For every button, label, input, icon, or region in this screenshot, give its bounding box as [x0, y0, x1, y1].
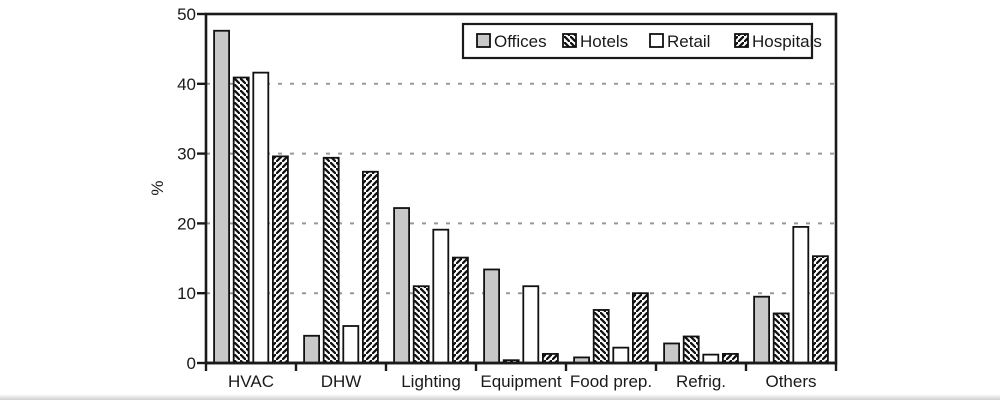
legend-label-offices: Offices [494, 32, 547, 51]
bar-offices-refrig [663, 342, 680, 364]
category-label-hvac: HVAC [228, 372, 274, 391]
category-label-food-prep: Food prep. [570, 372, 652, 391]
y-tick-label-30: 30 [177, 145, 196, 164]
category-label-dhw: DHW [321, 372, 362, 391]
bar-hotels-refrig [682, 335, 700, 364]
category-label-equipment: Equipment [480, 372, 562, 391]
bar-hotels-hvac [232, 76, 250, 364]
legend-swatch-hospitals [734, 33, 749, 48]
y-tick-label-20: 20 [177, 214, 196, 233]
bar-offices-dhw [303, 334, 321, 364]
bar-hospitals-dhw [361, 170, 379, 364]
legend-label-hospitals: Hospitals [752, 32, 822, 51]
bar-hotels-dhw [322, 156, 340, 364]
y-tick-label-10: 10 [177, 284, 196, 303]
plot-area: 0 10 20 30 40 50% HVAC DHW Lighting Equipment Food… [148, 5, 838, 391]
bar-hospitals-lighting [451, 256, 469, 364]
category-label-refrig: Refrig. [676, 372, 726, 391]
bar-retail-food-prep [612, 346, 630, 364]
legend-label-hotels: Hotels [580, 32, 628, 51]
bar-hospitals-hvac [271, 155, 289, 364]
plot-border [204, 12, 838, 365]
bar-retail-equipment [522, 285, 540, 364]
bar-offices-others [753, 295, 770, 364]
legend-label-retail: Retail [667, 32, 710, 51]
bar-offices-equipment [483, 268, 501, 364]
page-bottom-edge [0, 394, 1000, 400]
bar-hospitals-others [812, 255, 829, 364]
bar-hotels-lighting [412, 285, 430, 364]
bar-retail-lighting [432, 228, 450, 364]
bar-offices-hvac [213, 29, 231, 364]
legend-swatch-hotels [562, 33, 577, 48]
y-tick-label-40: 40 [177, 75, 196, 94]
y-tick-label-0: 0 [187, 354, 196, 373]
y-tick-label-50: 50 [177, 5, 196, 24]
bar-retail-hvac [252, 71, 270, 364]
legend-swatch-offices [476, 33, 491, 48]
bar-hotels-others [772, 312, 790, 364]
legend-swatch-retail [649, 33, 664, 48]
category-label-others: Others [765, 372, 816, 391]
category-label-lighting: Lighting [401, 372, 461, 391]
bar-hospitals-food-prep [632, 292, 649, 364]
bar-retail-others [792, 225, 810, 364]
y-axis-label: % [148, 180, 167, 195]
bar-retail-dhw [342, 325, 360, 364]
legend-box [461, 22, 814, 60]
bar-offices-lighting [393, 207, 411, 364]
bar-hotels-food-prep [592, 309, 610, 364]
